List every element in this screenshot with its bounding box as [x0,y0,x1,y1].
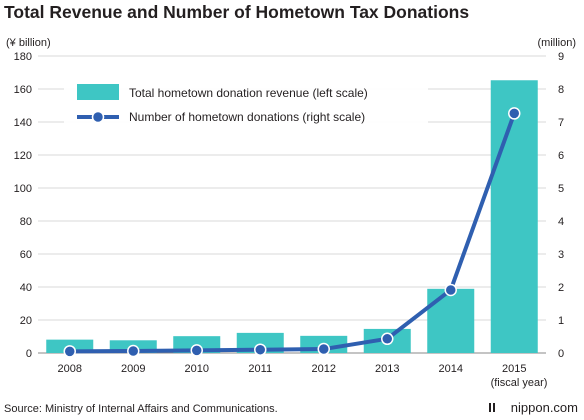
source-note: Source: Ministry of Internal Affairs and… [4,403,278,415]
right-tick-label: 7 [558,117,564,129]
left-tick-label: 80 [20,216,32,228]
x-tick-label: 2011 [248,363,272,375]
legend-label-donations: Number of hometown donations (right scal… [129,110,365,124]
left-tick-label: 180 [14,51,32,63]
right-tick-label: 5 [558,183,564,195]
legend-swatch-revenue [77,84,119,100]
revenue-bars [46,80,538,353]
chart-title: Total Revenue and Number of Hometown Tax… [4,2,469,22]
right-tick-label: 2 [558,282,564,294]
donations-point-2009 [127,344,140,358]
right-axis-ticks: 0 1 2 3 4 5 6 7 8 9 [558,51,564,360]
left-axis-ticks: 0 20 40 60 80 100 120 140 160 180 [14,51,32,360]
left-tick-label: 100 [14,183,32,195]
left-tick-label: 20 [20,315,32,327]
x-tick-label: 2014 [439,363,463,375]
donations-line [63,107,521,358]
left-tick-label: 40 [20,282,32,294]
legend-marker-donations [91,110,105,124]
right-axis-unit: (million) [538,37,577,49]
donations-point-2011 [254,343,267,356]
right-tick-label: 3 [558,249,564,261]
donations-point-2012 [317,342,330,356]
x-tick-label: 2013 [375,363,399,375]
bar-2014 [427,288,475,353]
right-tick-label: 9 [558,51,564,63]
donations-point-2014 [444,283,457,297]
left-tick-label: 140 [14,117,32,129]
left-tick-label: 60 [20,249,32,261]
x-tick-label: 2012 [312,363,336,375]
right-tick-label: 8 [558,84,564,96]
x-tick-label: 2008 [58,363,82,375]
bar-2015 [490,80,538,353]
brand-name: nippon.com [511,400,578,415]
right-tick-label: 4 [558,216,564,228]
donations-point-2013 [381,332,394,346]
x-axis-ticks: 2008 2009 2010 2011 2012 2013 2014 2015 [58,363,527,375]
brand-mark-icon-2 [493,403,495,412]
brand-mark-icon [489,403,491,412]
donations-point-2008 [63,345,76,358]
left-axis-unit: (¥ billion) [6,37,51,49]
legend: Total hometown donation revenue (left sc… [64,74,428,138]
right-tick-label: 0 [558,348,564,360]
right-tick-label: 6 [558,150,564,162]
x-axis-note: (fiscal year) [491,377,548,389]
legend-box [64,74,428,138]
x-tick-label: 2015 [502,363,526,375]
legend-label-revenue: Total hometown donation revenue (left sc… [129,86,368,100]
x-tick-label: 2009 [121,363,145,375]
left-tick-label: 160 [14,84,32,96]
donations-point-2010 [190,344,203,357]
left-tick-label: 120 [14,150,32,162]
left-tick-label: 0 [26,348,32,360]
right-tick-label: 1 [558,315,564,327]
brand-logo: nippon.com [489,400,578,415]
donations-line-path [69,112,517,354]
x-tick-label: 2010 [185,363,209,375]
donations-point-2015 [508,107,521,120]
